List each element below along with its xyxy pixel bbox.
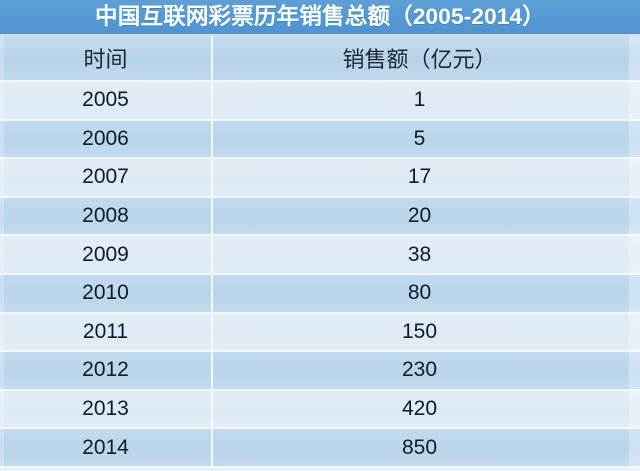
table-row: 2009 38 bbox=[0, 236, 640, 275]
cell-sales: 150 bbox=[401, 319, 438, 343]
cell-sales: 38 bbox=[407, 242, 432, 266]
table-row: 2010 80 bbox=[0, 274, 640, 314]
cell-sales: 230 bbox=[401, 358, 438, 382]
cell-sales: 850 bbox=[401, 435, 438, 459]
cell-time: 2011 bbox=[0, 313, 213, 351]
table-row: 2007 17 bbox=[0, 159, 640, 198]
table-row: 2014 850 bbox=[0, 429, 640, 468]
table-row: 2013 420 bbox=[0, 390, 640, 430]
page-title: 中国互联网彩票历年销售总额（2005-2014） bbox=[95, 3, 545, 29]
data-table: 时间 销售额（亿元） 2005 1 2006 5 2007 17 2008 20… bbox=[0, 36, 640, 471]
table-row: 2011 150 bbox=[0, 313, 640, 353]
cell-time: 2014 bbox=[0, 429, 213, 466]
cell-sales: 80 bbox=[407, 281, 432, 305]
cell-time: 2013 bbox=[0, 390, 213, 428]
cell-time: 2009 bbox=[0, 236, 213, 273]
table-row: 2005 1 bbox=[0, 82, 640, 121]
cell-sales: 17 bbox=[407, 165, 432, 189]
table-row: 2012 230 bbox=[0, 352, 640, 391]
cell-time: 2005 bbox=[0, 82, 213, 119]
page-title-bar: 中国互联网彩票历年销售总额（2005-2014） bbox=[0, 0, 640, 36]
cell-sales: 1 bbox=[413, 88, 426, 112]
cell-sales: 420 bbox=[401, 397, 438, 421]
table-row: 2008 20 bbox=[0, 197, 640, 237]
cell-sales: 20 bbox=[407, 204, 432, 228]
cell-time: 2012 bbox=[0, 352, 213, 389]
cell-sales: 5 bbox=[413, 126, 426, 150]
table-row: 2006 5 bbox=[0, 120, 640, 160]
cell-time: 2010 bbox=[0, 274, 213, 312]
cell-time: 2006 bbox=[0, 120, 213, 158]
column-header-time: 时间 bbox=[0, 36, 213, 80]
cell-time: 2007 bbox=[0, 159, 213, 196]
column-header-sales: 销售额（亿元） bbox=[342, 47, 497, 72]
table-header-row: 时间 销售额（亿元） bbox=[0, 36, 640, 82]
cell-time: 2008 bbox=[0, 197, 213, 235]
